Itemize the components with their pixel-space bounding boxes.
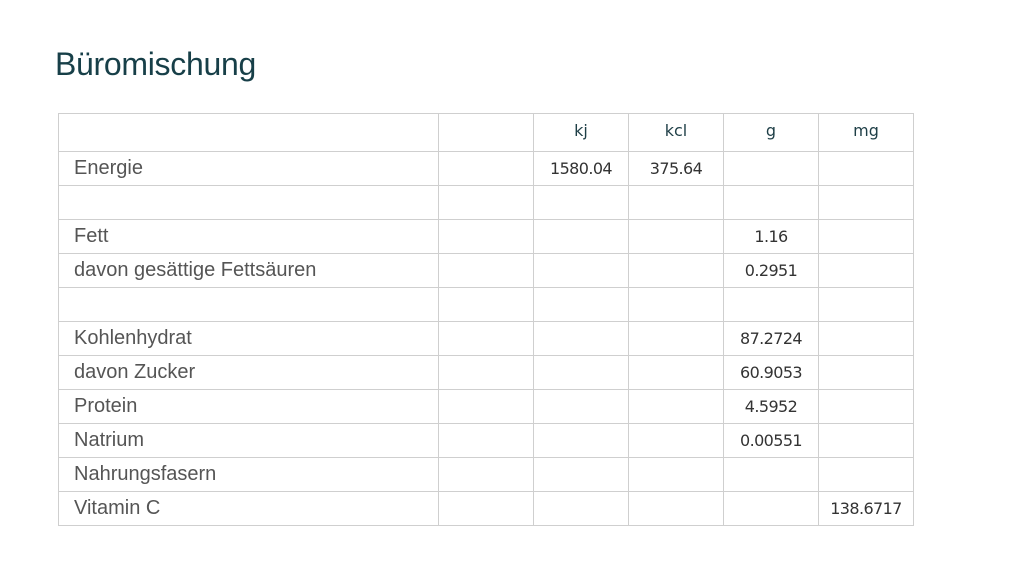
row-label: Fett [58, 219, 439, 254]
table-cell [533, 355, 629, 390]
table-cell [818, 423, 914, 458]
table-cell [438, 491, 534, 526]
table-cell [438, 457, 534, 492]
row-label: Energie [58, 151, 439, 186]
table-cell [818, 219, 914, 254]
table-cell [723, 151, 819, 186]
table-cell: 138.6717 [818, 491, 914, 526]
row-label: davon gesättige Fettsäuren [58, 253, 439, 288]
row-label: Natrium [58, 423, 439, 458]
table-cell: 4.5952 [723, 389, 819, 424]
table-row: davon gesättige Fettsäuren 0.2951 [58, 253, 914, 288]
table-cell [438, 321, 534, 356]
table-cell [818, 287, 914, 322]
table-cell [628, 321, 724, 356]
table-cell [818, 389, 914, 424]
table-cell [438, 253, 534, 288]
table-row: Vitamin C 138.6717 [58, 491, 914, 526]
table-cell: 375.64 [628, 151, 724, 186]
table-cell [628, 185, 724, 220]
row-label: Nahrungsfasern [58, 457, 439, 492]
table-cell [628, 287, 724, 322]
row-label: Vitamin C [58, 491, 439, 526]
column-header: kj [533, 113, 629, 152]
table-cell [438, 151, 534, 186]
table-cell [723, 457, 819, 492]
row-label [58, 287, 439, 322]
table-row [58, 185, 914, 220]
page-title: Büromischung [55, 46, 256, 82]
table-row: davon Zucker 60.9053 [58, 355, 914, 390]
table-cell: 1.16 [723, 219, 819, 254]
table-cell [438, 389, 534, 424]
table-cell: 1580.04 [533, 151, 629, 186]
table-cell [818, 355, 914, 390]
table-row: Natrium 0.00551 [58, 423, 914, 458]
table-cell [818, 253, 914, 288]
column-header [438, 113, 534, 152]
table-row: Nahrungsfasern [58, 457, 914, 492]
table-cell: 60.9053 [723, 355, 819, 390]
table-cell [533, 287, 629, 322]
table-cell [533, 389, 629, 424]
table-cell [438, 355, 534, 390]
table-row: Energie 1580.04 375.64 [58, 151, 914, 186]
table-cell [818, 321, 914, 356]
nutrition-table: kj kcl g mg Energie 1580.04 375.64 Fett 1.16 davo… [58, 113, 914, 526]
table-header-row: kj kcl g mg [58, 113, 914, 152]
table-cell [438, 423, 534, 458]
table-cell [533, 423, 629, 458]
column-header [58, 113, 439, 152]
table-cell [438, 219, 534, 254]
table-cell: 87.2724 [723, 321, 819, 356]
column-header: mg [818, 113, 914, 152]
table-cell [628, 491, 724, 526]
table-row [58, 287, 914, 322]
table-cell [628, 423, 724, 458]
table-row: Kohlenhydrat 87.2724 [58, 321, 914, 356]
table-cell [533, 457, 629, 492]
table-cell [533, 219, 629, 254]
table-cell [818, 151, 914, 186]
table-cell [533, 491, 629, 526]
row-label: Kohlenhydrat [58, 321, 439, 356]
table-cell [438, 185, 534, 220]
table-cell: 0.2951 [723, 253, 819, 288]
column-header: g [723, 113, 819, 152]
table-cell [628, 253, 724, 288]
table-cell [818, 185, 914, 220]
table-cell [533, 253, 629, 288]
table-cell [818, 457, 914, 492]
table-cell [723, 185, 819, 220]
table-cell [533, 321, 629, 356]
table-cell: 0.00551 [723, 423, 819, 458]
row-label [58, 185, 439, 220]
table-row: Fett 1.16 [58, 219, 914, 254]
table-cell [628, 389, 724, 424]
table-cell [628, 457, 724, 492]
table-cell [533, 185, 629, 220]
row-label: davon Zucker [58, 355, 439, 390]
table-cell [628, 355, 724, 390]
table-cell [628, 219, 724, 254]
row-label: Protein [58, 389, 439, 424]
table-cell [438, 287, 534, 322]
table-row: Protein 4.5952 [58, 389, 914, 424]
table-cell [723, 287, 819, 322]
column-header: kcl [628, 113, 724, 152]
table-cell [723, 491, 819, 526]
